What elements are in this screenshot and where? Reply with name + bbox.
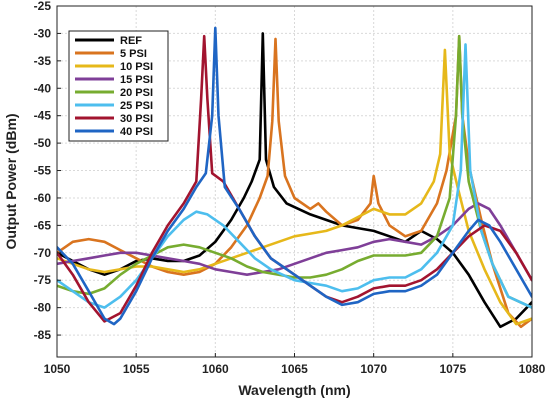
y-tick-label: -80 [34,301,52,315]
y-tick-label: -30 [34,26,52,40]
legend-label: 40 PSI [120,126,153,138]
y-tick-label: -60 [34,191,52,205]
series-line-40-psi [57,26,532,326]
y-axis-title: Output Power (dBm) [3,113,19,249]
x-tick-label: 1075 [439,362,466,376]
y-tick-label: -70 [34,246,52,260]
legend-label: 10 PSI [120,61,153,73]
legend-label: 5 PSI [120,48,147,60]
x-tick-label: 1050 [44,362,71,376]
legend-box [68,30,169,142]
series-line-15-psi [57,202,532,282]
x-axis-title: Wavelength (nm) [238,382,350,398]
legend-label: 25 PSI [120,100,153,112]
x-axis-ticks: 1050 1055 1060 1065 1070 1075 1080 [44,353,546,376]
legend-label: REF [120,35,142,47]
y-tick-label: -85 [34,328,52,342]
x-tick-label: 1060 [202,362,229,376]
y-tick-label: -75 [34,273,52,287]
y-tick-label: -45 [34,109,52,123]
x-tick-label: 1065 [281,362,308,376]
y-axis-ticks: -85 -80 -75 -70 -65 -60 -55 -50 -45 -40 -35 -30 -25 [34,0,61,342]
x-tick-label: 1070 [360,362,387,376]
y-tick-label: -25 [34,0,52,13]
x-tick-label: 1055 [123,362,150,376]
series-layer [57,26,532,329]
legend-label: 30 PSI [120,113,153,125]
x-tick-label: 1080 [519,362,546,376]
y-tick-label: -50 [34,136,52,150]
y-tick-label: -35 [34,54,52,68]
series-line-20-psi [57,34,532,309]
y-tick-label: -55 [34,164,52,178]
y-tick-label: -40 [34,81,52,95]
y-tick-label: -65 [34,218,52,232]
legend-label: 20 PSI [120,87,153,99]
legend-label: 15 PSI [120,74,153,86]
